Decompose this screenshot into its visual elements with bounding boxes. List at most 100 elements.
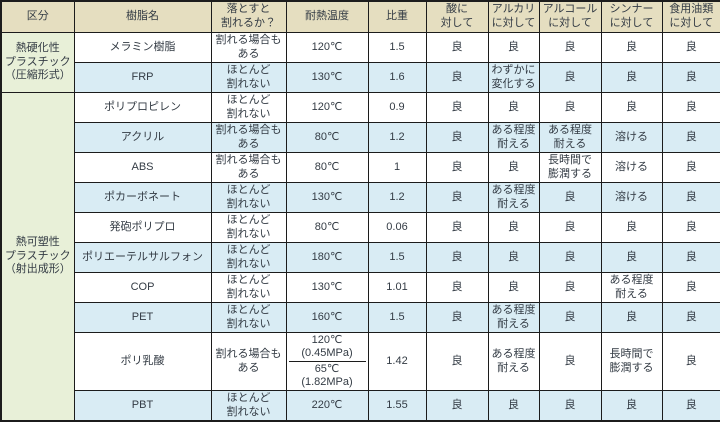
table-header-row: 区分 樹脂名 落とすと 割れるか？ 耐熱温度 比重 酸に 対して アルカリ に対して アルコー… [0,0,720,33]
cell-thinner: 良 [600,92,663,124]
cell-specific-gravity: 1.2 [367,182,427,214]
cell-alcohol: 長時間で 膨潤する [538,152,602,184]
column-header-2: 落とすと 割れるか？ [210,0,287,33]
cell-drop-break: ほとんど 割れない [210,390,287,422]
cell-alcohol: 良 [538,302,602,334]
cell-cooking-oil: 良 [661,31,720,64]
cell-alcohol: 良 [538,242,602,274]
cell-alkali: 良 [487,242,540,274]
table-row: COP ほとんど 割れない 130℃ 1.01 良良良ある程度 耐える良 [1,272,720,304]
column-header-4: 比重 [367,0,427,33]
column-header-8: シンナー に対して [600,0,663,33]
cell-specific-gravity: 0.9 [367,92,427,124]
cell-acid: 良 [425,62,489,94]
cell-resin-name: ポカーボネート [73,182,212,214]
cell-specific-gravity: 1.5 [367,31,427,64]
cell-thinner: 良 [600,62,663,94]
cell-drop-break: 割れる場合も ある [210,332,287,392]
cell-alkali: ある程度 耐える [487,332,540,392]
table-row: FRP ほとんど 割れない 130℃ 1.6 良わずかに 変化する良良良 [1,62,720,94]
cell-thinner: 溶ける [600,182,663,214]
column-header-1: 樹脂名 [73,0,212,33]
cell-heat-temp: 80℃ [285,122,369,154]
cell-cooking-oil: 良 [661,302,720,334]
column-header-6: アルカリ に対して [487,0,540,33]
cell-drop-break: ほとんど 割れない [210,242,287,274]
cell-resin-name: FRP [73,62,212,94]
cell-cooking-oil: 良 [661,212,720,244]
cell-alcohol: 良 [538,62,602,94]
cell-cooking-oil: 良 [661,122,720,154]
cell-alcohol: 良 [538,92,602,124]
cell-thinner: 良 [600,302,663,334]
heat-temp-sub-cell: 65℃ (1.82MPa) [301,362,353,389]
category-cell: 熱可塑性 プラスチック （射出成形） [0,92,75,422]
cell-resin-name: 発砲ポリプロ [73,212,212,244]
cell-alcohol: 良 [538,212,602,244]
table-row: 発砲ポリプロ ほとんど 割れない 80℃ 0.06 良良良良良 [1,212,720,244]
cell-drop-break: 割れる場合も ある [210,31,287,64]
cell-acid: 良 [425,122,489,154]
cell-resin-name: ABS [73,152,212,184]
cell-heat-temp: 80℃ [285,152,369,184]
cell-thinner: 溶ける [600,122,663,154]
cell-specific-gravity: 1.6 [367,62,427,94]
cell-alcohol: 良 [538,182,602,214]
cell-alkali: 良 [487,212,540,244]
cell-acid: 良 [425,92,489,124]
cell-alkali: 良 [487,272,540,304]
cell-acid: 良 [425,390,489,422]
cell-alkali: ある程度 耐える [487,182,540,214]
cell-thinner: 良 [600,390,663,422]
cell-acid: 良 [425,152,489,184]
cell-cooking-oil: 良 [661,92,720,124]
cell-thinner: 良 [600,242,663,274]
cell-drop-break: ほとんど 割れない [210,182,287,214]
cell-thinner: ある程度 耐える [600,272,663,304]
table-row: ABS 割れる場合も ある 80℃ 1 良良長時間で 膨潤する 溶ける良 [1,152,720,184]
category-cell: 熱硬化性 プラスチック （圧縮形式） [0,31,75,94]
cell-thinner: 良 [600,212,663,244]
cell-resin-name: アクリル [73,122,212,154]
cell-alcohol: ある程度 耐える [538,122,602,154]
cell-thinner: 良 [600,31,663,64]
table-row: 熱可塑性 プラスチック （射出成形） ポリプロピレンほとんど 割れない 120℃ 0.… [0,92,720,422]
table-row: ポカーボネート ほとんど 割れない 130℃ 1.2 良ある程度 耐える良溶ける良 [1,182,720,214]
cell-resin-name: ポリプロピレン [73,92,212,124]
cell-specific-gravity: 1.42 [367,332,427,392]
table-row: ポリ乳酸 割れる場合も ある 120℃ (0.45MPa) 65℃ (1.82MPa)… [1,332,720,392]
column-header-7: アルコール に対して [538,0,602,33]
table-row: ポリエーテルサルフォン ほとんど 割れない 180℃ 1.5 良良良良良 [1,242,720,274]
cell-specific-gravity: 1.01 [367,272,427,304]
cell-alcohol: 良 [538,272,602,304]
cell-cooking-oil: 良 [661,62,720,94]
cell-drop-break: 割れる場合も ある [210,122,287,154]
cell-heat-temp: 120℃ [285,31,369,64]
cell-heat-temp: 160℃ [285,302,369,334]
cell-acid: 良 [425,31,489,64]
cell-drop-break: ほとんど 割れない [210,272,287,304]
cell-heat-temp: 120℃ [285,92,369,124]
cell-alcohol: 良 [538,390,602,422]
cell-alkali: ある程度 耐える [487,122,540,154]
cell-acid: 良 [425,242,489,274]
cell-drop-break: ほとんど 割れない [210,302,287,334]
cell-heat-temp: 130℃ [285,62,369,94]
cell-heat-temp: 130℃ [285,272,369,304]
cell-acid: 良 [425,302,489,334]
cell-specific-gravity: 1.5 [367,302,427,334]
cell-alkali: わずかに 変化する [487,62,540,94]
cell-alkali: 良 [487,390,540,422]
column-header-3: 耐熱温度 [285,0,369,33]
cell-specific-gravity: 1.55 [367,390,427,422]
cell-cooking-oil: 良 [661,152,720,184]
cell-cooking-oil: 良 [661,242,720,274]
cell-resin-name: ポリ乳酸 [73,332,212,392]
cell-acid: 良 [425,212,489,244]
cell-resin-name: PET [73,302,212,334]
column-header-0: 区分 [0,0,75,33]
cell-drop-break: 割れる場合も ある [210,152,287,184]
cell-cooking-oil: 良 [661,272,720,304]
